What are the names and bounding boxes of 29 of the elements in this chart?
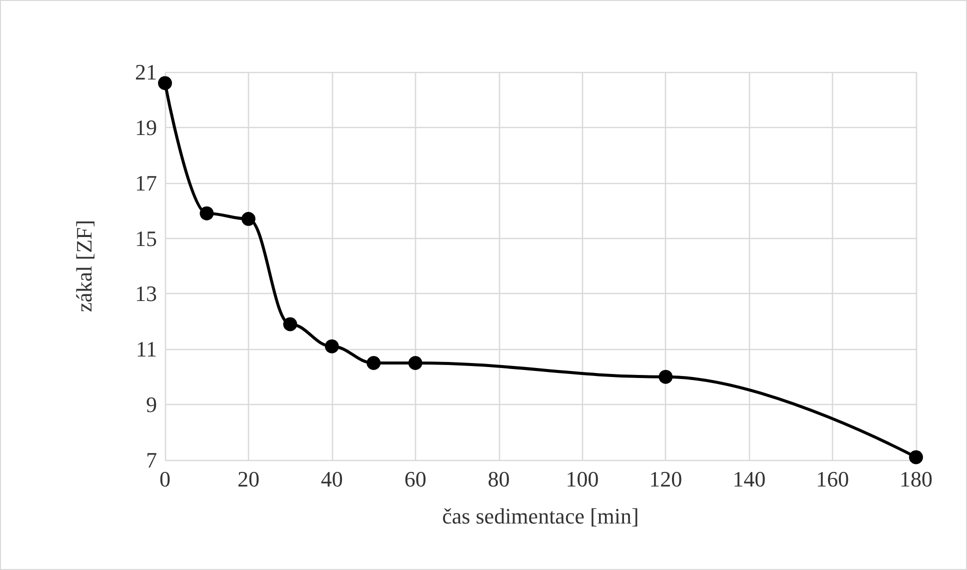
x-tick-label: 80	[488, 466, 510, 492]
y-tick-label: 19	[135, 114, 157, 140]
x-tick-label: 140	[732, 466, 766, 492]
x-tick-label: 180	[900, 466, 932, 492]
point	[366, 356, 381, 370]
x-tick-label: 40	[320, 466, 343, 492]
point	[408, 356, 422, 370]
y-tick-label: 21	[135, 60, 157, 84]
y-tick-label: 7	[146, 448, 157, 472]
y-tick-label: 9	[146, 392, 157, 418]
y-tick-label: 17	[135, 170, 157, 196]
x-tick-label: 120	[649, 466, 682, 492]
x-tick-label: 20	[237, 466, 260, 492]
point	[324, 339, 339, 354]
x-axis-title: čas sedimentace [min]	[442, 504, 639, 528]
y-tick-label: 11	[136, 336, 157, 362]
point	[909, 450, 923, 464]
point	[158, 76, 172, 90]
x-tick-label: 0	[160, 466, 170, 492]
point	[658, 370, 673, 384]
y-tick-label: 15	[135, 226, 157, 251]
point	[283, 317, 298, 332]
x-tick-label: 100	[566, 466, 599, 492]
y-tick-label: 13	[135, 281, 157, 306]
point	[241, 212, 256, 226]
x-tick-label: 160	[816, 466, 850, 492]
y-axis-title: zákal [ZF]	[72, 220, 96, 312]
x-tick-label: 60	[404, 466, 426, 492]
point	[200, 206, 214, 220]
